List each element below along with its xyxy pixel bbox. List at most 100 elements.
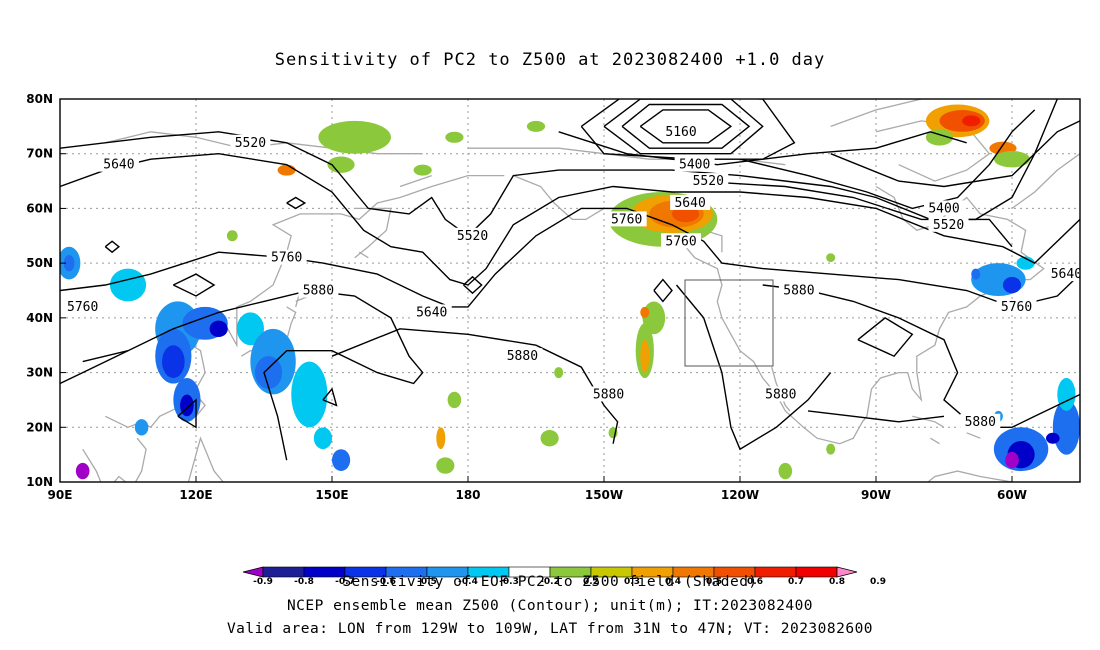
contour-label-bg [960, 413, 1001, 429]
coastline [399, 174, 432, 188]
lat-tick-label: 70N [26, 147, 53, 161]
colorbar-tick-label: 0.2 [583, 577, 599, 587]
colorbar-tick-label: 0.3 [624, 577, 640, 587]
coastline [875, 120, 991, 182]
contour-line [621, 103, 751, 149]
contour-label-bg [688, 173, 729, 189]
contour-label: 5520 [933, 218, 964, 233]
contour-line [830, 120, 1080, 188]
axis-labels: 90E 120E 150E 180 150W 120W 90W 60W 80N 70N 60N 50N… [26, 92, 1027, 502]
lon-tick-label: 120W [721, 488, 759, 502]
colorbar-tick-label: -0.6 [376, 577, 396, 587]
lon-tick-label: 150E [315, 488, 348, 502]
coastline [354, 207, 392, 259]
contour-line [177, 398, 197, 429]
contour-label-bg [298, 282, 339, 298]
contour-line [172, 273, 216, 297]
map-frame [59, 98, 1081, 483]
sensitivity-patch [1052, 399, 1080, 455]
contour-line [762, 284, 1080, 428]
contour-line [558, 131, 967, 166]
contour-label: 5880 [965, 415, 996, 430]
contour-label-bg [928, 216, 969, 232]
sensitivity-patch [1046, 432, 1060, 444]
contour-line [807, 410, 945, 423]
contour-label: 5640 [103, 158, 134, 173]
colorbar-max-arrow [836, 566, 858, 578]
contour-label: 5640 [1051, 267, 1082, 282]
contour-label-bg [230, 134, 271, 150]
contour-label-bg [760, 386, 801, 402]
contour-line [322, 387, 338, 407]
sensitivity-patch [1002, 276, 1022, 294]
sensitivity-patch [993, 150, 1031, 168]
sensitivity-patch [162, 345, 185, 379]
contour-label: 5400 [679, 158, 710, 173]
lat-tick-label: 50N [26, 256, 53, 270]
contour-label: 5760 [67, 300, 98, 315]
lat-tick-label: 80N [26, 92, 53, 106]
contour-label: 5520 [693, 174, 724, 189]
contour-label-bg [996, 298, 1037, 314]
coastline [927, 470, 1013, 482]
contour-label: 5640 [416, 305, 447, 320]
sensitivity-patch [445, 131, 464, 143]
contour-label-bg [98, 156, 139, 172]
contour-label: 5520 [235, 136, 266, 151]
contour-label-bg [674, 156, 715, 172]
sensitivity-patch [962, 115, 981, 127]
contour-line [857, 317, 914, 358]
contour-label: 5760 [1001, 300, 1032, 315]
contour-line [60, 152, 1080, 286]
contour-label-bg [452, 227, 493, 243]
coastline [82, 437, 147, 482]
sensitivity-patch [254, 356, 283, 389]
colorbar-tick-label: -0.4 [458, 577, 478, 587]
contour-label: 5880 [507, 349, 538, 364]
contour-label: 5760 [271, 251, 302, 266]
contour-label-bg [588, 386, 629, 402]
colorbar-tick-label: 0.5 [706, 577, 722, 587]
lat-tick-label: 60N [26, 201, 53, 215]
footer-line-3: Valid area: LON from 129W to 109W, LAT f… [226, 621, 874, 637]
colorbar: -0.9 -0.8 -0.7 -0.6 -0.5 -0.4 -0.3 -0.2 0.2 0.3 0.… [242, 566, 886, 587]
sensitivity-patch [526, 120, 546, 132]
contour-label-bg [1046, 266, 1080, 282]
contour-label: 5880 [303, 284, 334, 299]
lon-tick-label: 180 [455, 488, 480, 502]
contour-label: 5160 [665, 125, 696, 140]
sensitivity-patch [826, 443, 836, 455]
contour-label-bg [661, 123, 702, 139]
footer-line-1: Sensitivity of EOF PC2 to Z500 field (Sh… [342, 574, 758, 590]
lat-tick-label: 30N [26, 366, 53, 380]
sensitivity-patch [1057, 378, 1076, 411]
sensitivity-patch [436, 457, 455, 474]
lon-tick-label: 120E [179, 488, 212, 502]
contour-label: 5760 [611, 212, 642, 227]
contour-label: 5520 [457, 229, 488, 244]
valid-area-box [684, 279, 774, 367]
colorbar-tick-label: -0.5 [417, 577, 437, 587]
sensitivity-patch [1016, 256, 1035, 270]
sensitivity-patch [318, 120, 391, 154]
contour-label-bg [778, 282, 819, 298]
contour-line [331, 328, 619, 444]
sensitivity-patch [75, 462, 90, 480]
sensitivity-patch [413, 164, 432, 176]
lon-tick-label: 150W [585, 488, 623, 502]
lat-tick-label: 20N [26, 420, 53, 434]
sensitivity-patch [327, 156, 355, 173]
sensitivity-patch [640, 339, 650, 373]
contour-label-bg [266, 249, 307, 265]
sensitivity-patch [209, 320, 228, 337]
gridlines [60, 99, 1080, 482]
contour-line [286, 196, 307, 210]
colorbar-tick-label: -0.9 [253, 577, 273, 587]
colorbar-tick-label: 0.7 [788, 577, 804, 587]
contour-label: 5880 [765, 387, 796, 402]
sensitivity-patch [971, 268, 981, 280]
contour-line [82, 289, 424, 461]
